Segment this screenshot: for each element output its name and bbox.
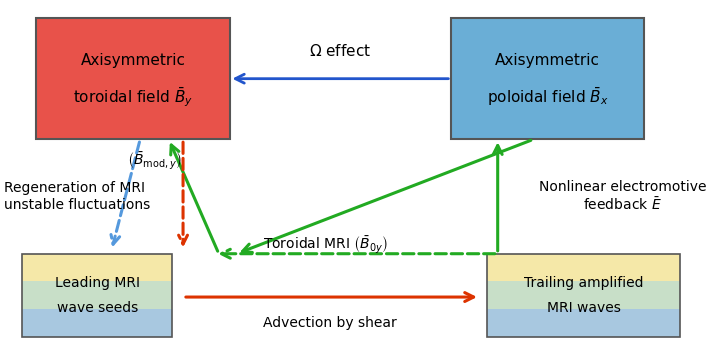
Text: Axisymmetric: Axisymmetric (81, 53, 185, 68)
Text: wave seeds: wave seeds (57, 301, 138, 315)
Text: MRI waves: MRI waves (547, 301, 620, 315)
FancyBboxPatch shape (487, 282, 680, 309)
Text: Advection by shear: Advection by shear (262, 316, 396, 330)
Text: $\left(\bar{B}_{\mathrm{mod},y}\right)$: $\left(\bar{B}_{\mathrm{mod},y}\right)$ (127, 151, 182, 172)
Text: Axisymmetric: Axisymmetric (495, 53, 601, 68)
Text: Nonlinear electromotive
feedback $\bar{E}$: Nonlinear electromotive feedback $\bar{E… (539, 180, 707, 213)
Text: poloidal field $\bar{B}_x$: poloidal field $\bar{B}_x$ (487, 86, 608, 108)
FancyBboxPatch shape (487, 254, 680, 282)
FancyBboxPatch shape (487, 309, 680, 337)
Text: Regeneration of MRI
unstable fluctuations: Regeneration of MRI unstable fluctuation… (4, 181, 150, 212)
FancyBboxPatch shape (22, 309, 172, 337)
FancyBboxPatch shape (36, 18, 230, 139)
Text: Leading MRI: Leading MRI (55, 276, 140, 290)
FancyBboxPatch shape (22, 282, 172, 309)
Text: $\Omega$ effect: $\Omega$ effect (310, 43, 371, 59)
FancyBboxPatch shape (451, 18, 644, 139)
Text: toroidal field $\bar{B}_y$: toroidal field $\bar{B}_y$ (73, 85, 193, 109)
FancyBboxPatch shape (22, 254, 172, 282)
Text: Toroidal MRI $\left(\bar{B}_{0y}\right)$: Toroidal MRI $\left(\bar{B}_{0y}\right)$ (263, 235, 389, 256)
Text: Trailing amplified: Trailing amplified (523, 276, 643, 290)
